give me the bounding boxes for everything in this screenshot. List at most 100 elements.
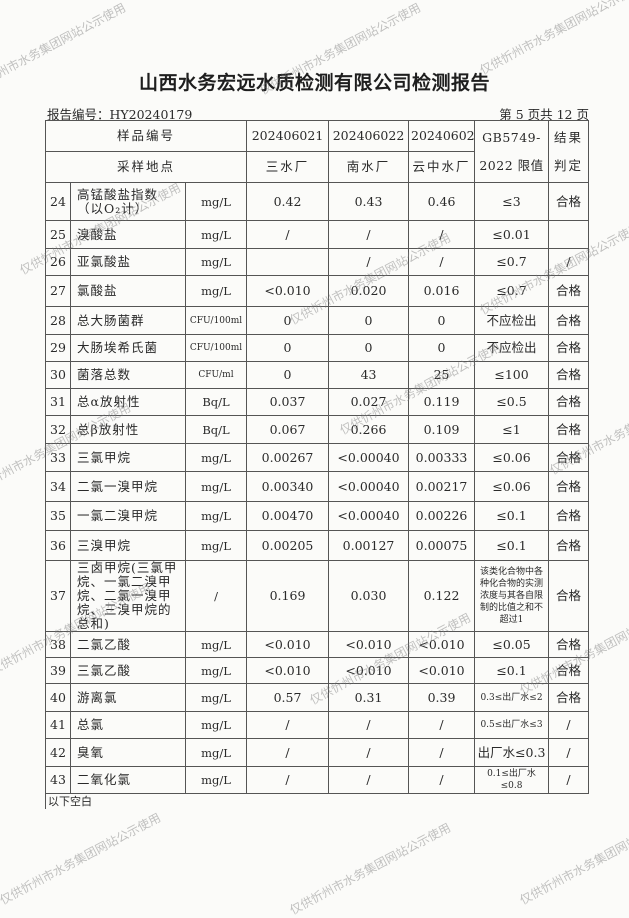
result: / (548, 248, 590, 276)
value-sample-3: 0 (408, 334, 476, 362)
table-row: 24 高锰酸盐指数（以O₂计） mg/L 0.42 0.43 0.46 ≤3 合格 (45, 182, 590, 221)
limit: ≤3 (474, 182, 550, 221)
row-number: 27 (45, 275, 71, 307)
table-row: 27 氯酸盐 mg/L <0.010 0.020 0.016 ≤0.7 合格 (45, 275, 590, 307)
result: 合格 (548, 334, 590, 362)
table-row: 33 三氯甲烷 mg/L 0.00267 <0.00040 0.00333 ≤0.06 合格 (45, 443, 590, 472)
report-title: 山西水务宏远水质检测有限公司检测报告 (138, 72, 490, 94)
table-row: 29 大肠埃希氏菌 CFU/100ml 0 0 0 不应检出 合格 (45, 334, 590, 362)
result: / (548, 711, 590, 739)
item-name: 二氯一溴甲烷 (70, 471, 186, 502)
limit: ≤0.1 (474, 530, 550, 561)
unit: mg/L (184, 275, 248, 307)
limit: 0.3≤出厂水≤2 (474, 683, 550, 712)
table-row: 34 二氯一溴甲烷 mg/L 0.00340 <0.00040 0.00217 ≤0.06 合… (45, 471, 590, 502)
value-sample-3: 0.122 (408, 560, 476, 632)
sample-no-3: 202406023 (408, 120, 476, 152)
result: 合格 (548, 560, 590, 632)
value-sample-1: 0.00267 (246, 443, 330, 472)
item-name: 一氯二溴甲烷 (70, 501, 186, 531)
table-row: 35 一氯二溴甲烷 mg/L 0.00470 <0.00040 0.00226 ≤0.1 合格 (45, 501, 590, 531)
value-sample-1: 0 (246, 334, 330, 362)
limit: 不应检出 (474, 334, 550, 362)
item-name: 总α放射性 (70, 388, 186, 416)
value-sample-3: 25 (408, 361, 476, 389)
table-row: 26 亚氯酸盐 mg/L / / ≤0.7/ (45, 248, 590, 276)
value-sample-3: 0.119 (408, 388, 476, 416)
value-sample-2: 0.266 (328, 415, 410, 444)
row-number: 36 (45, 530, 71, 561)
result: 合格 (548, 275, 590, 307)
row-number: 26 (45, 248, 71, 276)
sample-no-1: 202406021 (246, 120, 330, 152)
table-row: 32 总β放射性 Bq/L 0.067 0.266 0.109 ≤1 合格 (45, 415, 590, 444)
unit: mg/L (184, 471, 248, 502)
result: 合格 (548, 501, 590, 531)
value-sample-3: / (408, 248, 476, 276)
table-row: 40 游离氯 mg/L 0.57 0.31 0.39 0.3≤出厂水≤2 合格 (45, 683, 590, 712)
result: 合格 (548, 306, 590, 335)
limit: ≤100 (474, 361, 550, 389)
result: 合格 (548, 443, 590, 472)
value-sample-1: 0 (246, 361, 330, 389)
row-number: 37 (45, 560, 71, 632)
limit-label-1: GB5749- (482, 129, 541, 145)
unit: CFU/100ml (184, 306, 248, 335)
result: 合格 (548, 388, 590, 416)
watermark: 仅供忻州市水务集团网站公示使用 (477, 0, 629, 78)
value-sample-2: 0.31 (328, 683, 410, 712)
item-name: 大肠埃希氏菌 (70, 334, 186, 362)
unit: CFU/ml (184, 361, 248, 389)
unit: CFU/100ml (184, 334, 248, 362)
value-sample-3: / (408, 766, 476, 794)
value-sample-3: 0.39 (408, 683, 476, 712)
item-name: 三氯甲烷 (70, 443, 186, 472)
value-sample-2: 0.030 (328, 560, 410, 632)
unit: mg/L (184, 443, 248, 472)
table-row: 28 总大肠菌群 CFU/100ml 0 0 0 不应检出 合格 (45, 306, 590, 335)
value-sample-3: <0.010 (408, 631, 476, 658)
value-sample-2: <0.00040 (328, 443, 410, 472)
value-sample-3: 0.016 (408, 275, 476, 307)
result (548, 220, 590, 249)
limit: 不应检出 (474, 306, 550, 335)
table-row: 37 三卤甲烷(三氯甲烷、一氯二溴甲烷、二氯一溴甲烷、三溴甲烷的总和)/0.169… (45, 560, 590, 632)
limit: ≤1 (474, 415, 550, 444)
item-name: 三溴甲烷 (70, 530, 186, 561)
table-row: 41 总氯 mg/L / //0.5≤出厂水≤3/ (45, 711, 590, 739)
item-name: 二氯乙酸 (70, 631, 186, 658)
limit: ≤0.5 (474, 388, 550, 416)
value-sample-3: 0 (408, 306, 476, 335)
result-label-2: 判定 (554, 157, 584, 173)
header-row-site: 采样地点 三水厂 南水厂 云中水厂 (44, 151, 589, 183)
value-sample-1: <0.010 (246, 275, 330, 307)
site-3: 云中水厂 (408, 151, 476, 183)
site-1: 三水厂 (246, 151, 330, 183)
value-sample-1 (246, 248, 330, 276)
unit: mg/L (184, 711, 248, 739)
value-sample-2: <0.00040 (328, 471, 410, 502)
value-sample-1: 0.169 (246, 560, 330, 632)
unit: mg/L (184, 631, 248, 658)
value-sample-2: 0.43 (328, 182, 410, 221)
value-sample-3: / (408, 220, 476, 249)
value-sample-2: <0.010 (328, 657, 410, 684)
value-sample-1: 0.037 (246, 388, 330, 416)
table-row: 36 三溴甲烷 mg/L 0.00205 0.00127 0.00075 ≤0.1 合格 (45, 530, 590, 561)
row-number: 30 (45, 361, 71, 389)
value-sample-3: 0.46 (408, 182, 476, 221)
row-number: 41 (45, 711, 71, 739)
limit: ≤0.06 (474, 443, 550, 472)
result: 合格 (548, 683, 590, 712)
unit: mg/L (184, 766, 248, 794)
item-name: 臭氧 (70, 738, 186, 767)
result: 合格 (548, 631, 590, 658)
row-number: 38 (45, 631, 71, 658)
site-2: 南水厂 (328, 151, 410, 183)
item-name: 总β放射性 (70, 415, 186, 444)
site-label: 采样地点 (44, 151, 248, 183)
table-row: 30 菌落总数 CFU/ml 0 43 25 ≤100 合格 (45, 361, 590, 389)
table-row: 38 二氯乙酸 mg/L <0.010 <0.010 <0.010 ≤0.05 合格 (45, 631, 590, 658)
value-sample-1: <0.010 (246, 657, 330, 684)
row-number: 31 (45, 388, 71, 416)
